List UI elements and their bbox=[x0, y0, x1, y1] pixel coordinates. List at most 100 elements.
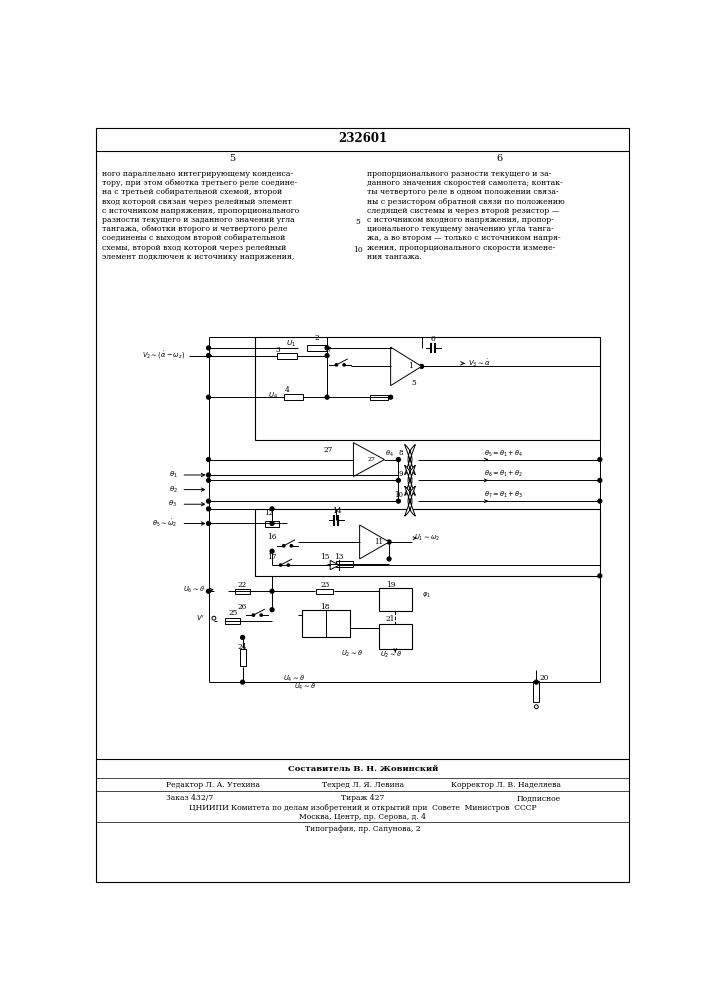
Circle shape bbox=[387, 557, 391, 561]
Text: Корректор Л. В. Наделяева: Корректор Л. В. Наделяева bbox=[451, 781, 561, 789]
Polygon shape bbox=[360, 525, 389, 559]
Text: 5: 5 bbox=[411, 379, 416, 387]
Bar bbox=[284, 394, 303, 400]
Text: пропорционального разности текущего и за-
данного значения скоростей самолета; к: пропорционального разности текущего и за… bbox=[368, 170, 565, 261]
Circle shape bbox=[206, 354, 211, 358]
Text: 5: 5 bbox=[356, 218, 361, 226]
Text: Составитель В. Н. Жовинский: Составитель В. Н. Жовинский bbox=[288, 765, 438, 773]
Bar bbox=[379, 624, 411, 649]
Text: ного параллельно интегрирующему конденса-
тору, при этом обмотка третьего реле с: ного параллельно интегрирующему конденса… bbox=[103, 170, 300, 261]
Circle shape bbox=[240, 636, 245, 639]
Text: Типография, пр. Сапунова, 2: Типография, пр. Сапунова, 2 bbox=[305, 825, 421, 833]
Bar bbox=[336, 561, 353, 567]
Circle shape bbox=[325, 346, 329, 350]
Text: $U_6\sim\vartheta$: $U_6\sim\vartheta$ bbox=[182, 585, 204, 595]
Bar bbox=[533, 681, 539, 702]
Circle shape bbox=[206, 478, 211, 482]
Text: 17: 17 bbox=[267, 553, 277, 561]
Text: 20: 20 bbox=[539, 674, 549, 682]
Circle shape bbox=[206, 473, 211, 477]
Bar bbox=[240, 649, 246, 666]
Text: 11: 11 bbox=[374, 538, 382, 546]
Text: 27: 27 bbox=[324, 446, 333, 454]
Text: $U_4$: $U_4$ bbox=[267, 391, 277, 401]
Circle shape bbox=[206, 522, 211, 525]
Circle shape bbox=[270, 589, 274, 593]
Circle shape bbox=[534, 680, 538, 684]
Text: Техред Л. Я. Левина: Техред Л. Я. Левина bbox=[322, 781, 404, 789]
Text: $\varphi_1$: $\varphi_1$ bbox=[421, 591, 431, 600]
Bar bbox=[255, 337, 600, 440]
Circle shape bbox=[206, 458, 211, 461]
Text: 18: 18 bbox=[320, 603, 329, 611]
Text: 16: 16 bbox=[267, 533, 277, 541]
Circle shape bbox=[389, 395, 392, 399]
Text: 21: 21 bbox=[386, 615, 395, 623]
Text: 24: 24 bbox=[238, 643, 247, 651]
Circle shape bbox=[270, 608, 274, 612]
Text: 12: 12 bbox=[264, 509, 274, 517]
Circle shape bbox=[212, 616, 216, 620]
Circle shape bbox=[534, 705, 538, 709]
Circle shape bbox=[206, 589, 211, 593]
Text: $V_3\sim\dot{\alpha}$: $V_3\sim\dot{\alpha}$ bbox=[468, 357, 491, 369]
Text: 26: 26 bbox=[238, 603, 247, 611]
Circle shape bbox=[270, 507, 274, 511]
Polygon shape bbox=[404, 445, 415, 475]
Circle shape bbox=[397, 458, 400, 461]
Circle shape bbox=[598, 499, 602, 503]
Text: $\theta_6=\theta_1+\theta_2$: $\theta_6=\theta_1+\theta_2$ bbox=[484, 469, 523, 479]
Bar bbox=[255, 509, 600, 576]
Text: Редактор Л. А. Утехина: Редактор Л. А. Утехина bbox=[166, 781, 260, 789]
Text: 2: 2 bbox=[315, 334, 320, 342]
Circle shape bbox=[291, 545, 293, 547]
Polygon shape bbox=[391, 347, 421, 386]
Text: 13: 13 bbox=[334, 553, 344, 561]
Text: 9: 9 bbox=[399, 470, 403, 478]
Text: $U_4\sim\vartheta$: $U_4\sim\vartheta$ bbox=[283, 674, 305, 684]
Text: 3: 3 bbox=[275, 346, 280, 354]
Text: ЦНИИПИ Комитета по делам изобретений и открытий при  Совете  Министров  СССР: ЦНИИПИ Комитета по делам изобретений и о… bbox=[189, 804, 537, 812]
Text: 1: 1 bbox=[408, 362, 412, 370]
Text: $\theta_3$: $\theta_3$ bbox=[168, 499, 177, 509]
Circle shape bbox=[287, 564, 289, 566]
Text: $U_4\sim\vartheta$: $U_4\sim\vartheta$ bbox=[293, 682, 316, 692]
Circle shape bbox=[598, 574, 602, 578]
Bar bbox=[307, 345, 327, 351]
Text: 8: 8 bbox=[399, 449, 403, 457]
Text: 6: 6 bbox=[431, 335, 436, 343]
Circle shape bbox=[335, 364, 337, 366]
Circle shape bbox=[206, 346, 211, 350]
Text: 232601: 232601 bbox=[338, 132, 387, 145]
Circle shape bbox=[270, 522, 274, 525]
Text: $\theta_4$: $\theta_4$ bbox=[385, 448, 393, 459]
Circle shape bbox=[420, 364, 423, 368]
Circle shape bbox=[325, 395, 329, 399]
Text: 22: 22 bbox=[238, 581, 247, 589]
Text: 4: 4 bbox=[284, 385, 289, 393]
Text: 10: 10 bbox=[354, 246, 363, 254]
Text: 19: 19 bbox=[386, 581, 395, 589]
Text: 25: 25 bbox=[228, 609, 238, 617]
Text: $U_2\sim\vartheta$: $U_2\sim\vartheta$ bbox=[341, 649, 363, 659]
Circle shape bbox=[343, 364, 345, 366]
Circle shape bbox=[325, 354, 329, 358]
Text: 23: 23 bbox=[320, 581, 329, 589]
Bar bbox=[225, 618, 240, 624]
Bar bbox=[265, 521, 279, 527]
Bar bbox=[301, 610, 349, 637]
Circle shape bbox=[240, 680, 245, 684]
Text: $U_2\sim\vartheta$: $U_2\sim\vartheta$ bbox=[380, 650, 402, 660]
Text: 6: 6 bbox=[496, 154, 502, 163]
Text: Заказ 432/7: Заказ 432/7 bbox=[166, 794, 213, 802]
Text: 15: 15 bbox=[320, 553, 329, 561]
Text: $U_1\sim\omega_2$: $U_1\sim\omega_2$ bbox=[414, 533, 440, 543]
Text: 14: 14 bbox=[332, 507, 341, 515]
Bar bbox=[235, 589, 250, 594]
Circle shape bbox=[260, 614, 262, 616]
Text: $\theta_5\sim\dot{\omega}_2$: $\theta_5\sim\dot{\omega}_2$ bbox=[152, 518, 177, 529]
Text: Тираж 427: Тираж 427 bbox=[341, 794, 385, 802]
Circle shape bbox=[598, 458, 602, 461]
Bar bbox=[276, 353, 297, 359]
Circle shape bbox=[279, 564, 281, 566]
